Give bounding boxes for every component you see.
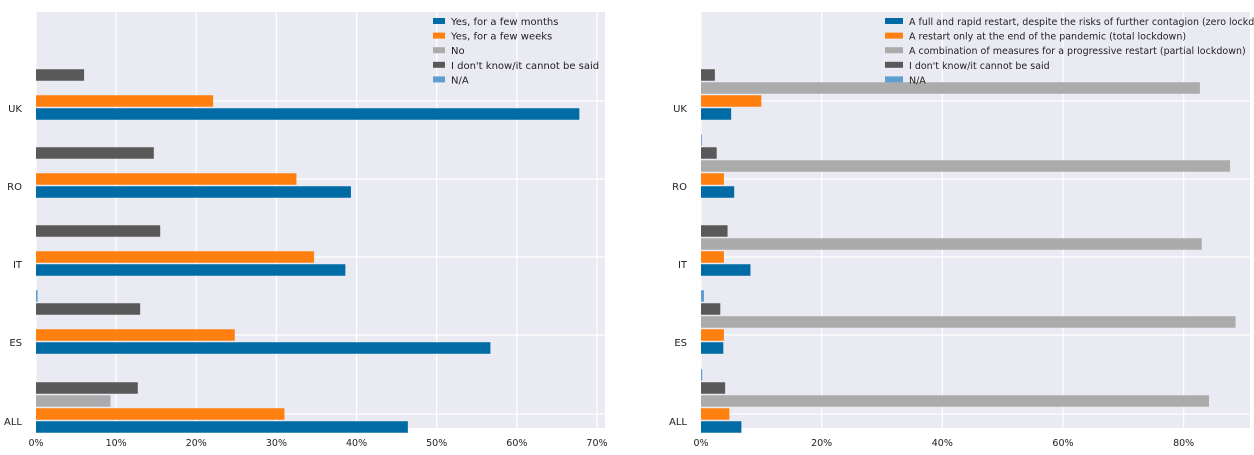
legend-label: Yes, for a few months xyxy=(450,17,558,28)
y-tick-label: UK xyxy=(673,104,687,115)
bar xyxy=(36,264,346,276)
x-tick-label: 30% xyxy=(266,438,287,449)
bar xyxy=(36,342,491,354)
bar xyxy=(701,408,730,420)
bar xyxy=(701,225,728,237)
bar xyxy=(36,395,111,407)
legend-swatch xyxy=(885,76,903,83)
legend-swatch xyxy=(885,18,903,24)
bar xyxy=(36,421,408,433)
legend-swatch xyxy=(885,47,903,54)
legend-swatch xyxy=(433,18,445,24)
bar xyxy=(701,108,732,120)
x-tick-label: 60% xyxy=(506,438,527,449)
bar xyxy=(36,408,285,420)
legend-swatch xyxy=(433,76,445,83)
bar xyxy=(701,316,1236,328)
bar xyxy=(701,329,724,341)
plot-area xyxy=(36,12,605,428)
legend-label: N/A xyxy=(909,75,926,86)
bar xyxy=(701,134,702,146)
bar xyxy=(701,264,751,276)
bar xyxy=(36,108,580,120)
legend-label: No xyxy=(451,46,465,57)
bar xyxy=(36,329,235,341)
bar xyxy=(36,251,315,263)
bar xyxy=(701,342,724,354)
y-tick-label: ALL xyxy=(4,417,22,428)
chart-panel-2: ALL ES IT RO UK 0% 20% 40% 60% 80% A full and rapi… xyxy=(669,12,1254,449)
legend-label: I don't know/it cannot be said xyxy=(451,61,599,72)
legend: A full and rapid restart, despite the ri… xyxy=(885,17,1254,86)
x-tick-label: 50% xyxy=(426,438,447,449)
bar xyxy=(36,303,141,315)
legend-swatch xyxy=(885,61,903,68)
chart-panel-1: ALL ES IT RO UK 0% 10% 20% 30% 40% 50% 60% 70% Yes, f… xyxy=(4,12,608,449)
bar xyxy=(701,186,735,198)
bar xyxy=(36,95,214,107)
bar xyxy=(701,69,715,81)
bar xyxy=(701,290,705,302)
y-tick-label: ES xyxy=(9,338,22,349)
y-tick-label: ALL xyxy=(669,417,687,428)
y-tick-label: UK xyxy=(8,104,22,115)
legend-swatch xyxy=(433,47,445,54)
bar xyxy=(701,395,1209,407)
x-tick-label: 20% xyxy=(186,438,207,449)
bar xyxy=(36,290,38,302)
y-tick-label: IT xyxy=(678,260,688,271)
x-tick-label: 0% xyxy=(28,438,43,449)
legend: Yes, for a few months Yes, for a few week… xyxy=(433,17,599,86)
y-tick-label: RO xyxy=(672,182,687,193)
bar xyxy=(701,421,742,433)
legend-swatch xyxy=(433,32,445,39)
y-tick-label: IT xyxy=(13,260,23,271)
bar xyxy=(701,238,1202,250)
bar xyxy=(701,160,1231,172)
bar xyxy=(36,147,154,159)
x-tick-label: 0% xyxy=(693,438,708,449)
legend-swatch xyxy=(433,61,445,68)
legend-label: A full and rapid restart, despite the ri… xyxy=(909,17,1254,28)
bar xyxy=(701,82,1200,94)
x-tick-label: 40% xyxy=(346,438,367,449)
plot-area xyxy=(701,12,1250,428)
y-tick-label: RO xyxy=(7,182,22,193)
bar xyxy=(701,303,721,315)
bar xyxy=(701,251,724,263)
bar xyxy=(36,69,85,81)
bar xyxy=(701,95,762,107)
y-tick-label: ES xyxy=(674,338,687,349)
legend-label: I don't know/it cannot be said xyxy=(909,61,1050,72)
legend-label: A combination of measures for a progress… xyxy=(909,46,1246,57)
x-tick-label: 40% xyxy=(932,438,953,449)
legend-label: Yes, for a few weeks xyxy=(450,32,552,43)
bar xyxy=(701,147,717,159)
legend-swatch xyxy=(885,32,903,39)
bar xyxy=(36,225,161,237)
bar xyxy=(701,382,726,394)
legend-label: N/A xyxy=(451,75,469,86)
bar xyxy=(36,173,297,185)
bar xyxy=(701,173,724,185)
legend-label: A restart only at the end of the pandemi… xyxy=(909,32,1186,43)
bar xyxy=(36,382,138,394)
x-tick-label: 20% xyxy=(811,438,832,449)
bar xyxy=(36,186,351,198)
x-tick-label: 60% xyxy=(1052,438,1073,449)
x-tick-label: 10% xyxy=(106,438,127,449)
x-tick-label: 70% xyxy=(586,438,607,449)
bar xyxy=(701,369,703,381)
x-tick-label: 80% xyxy=(1173,438,1194,449)
